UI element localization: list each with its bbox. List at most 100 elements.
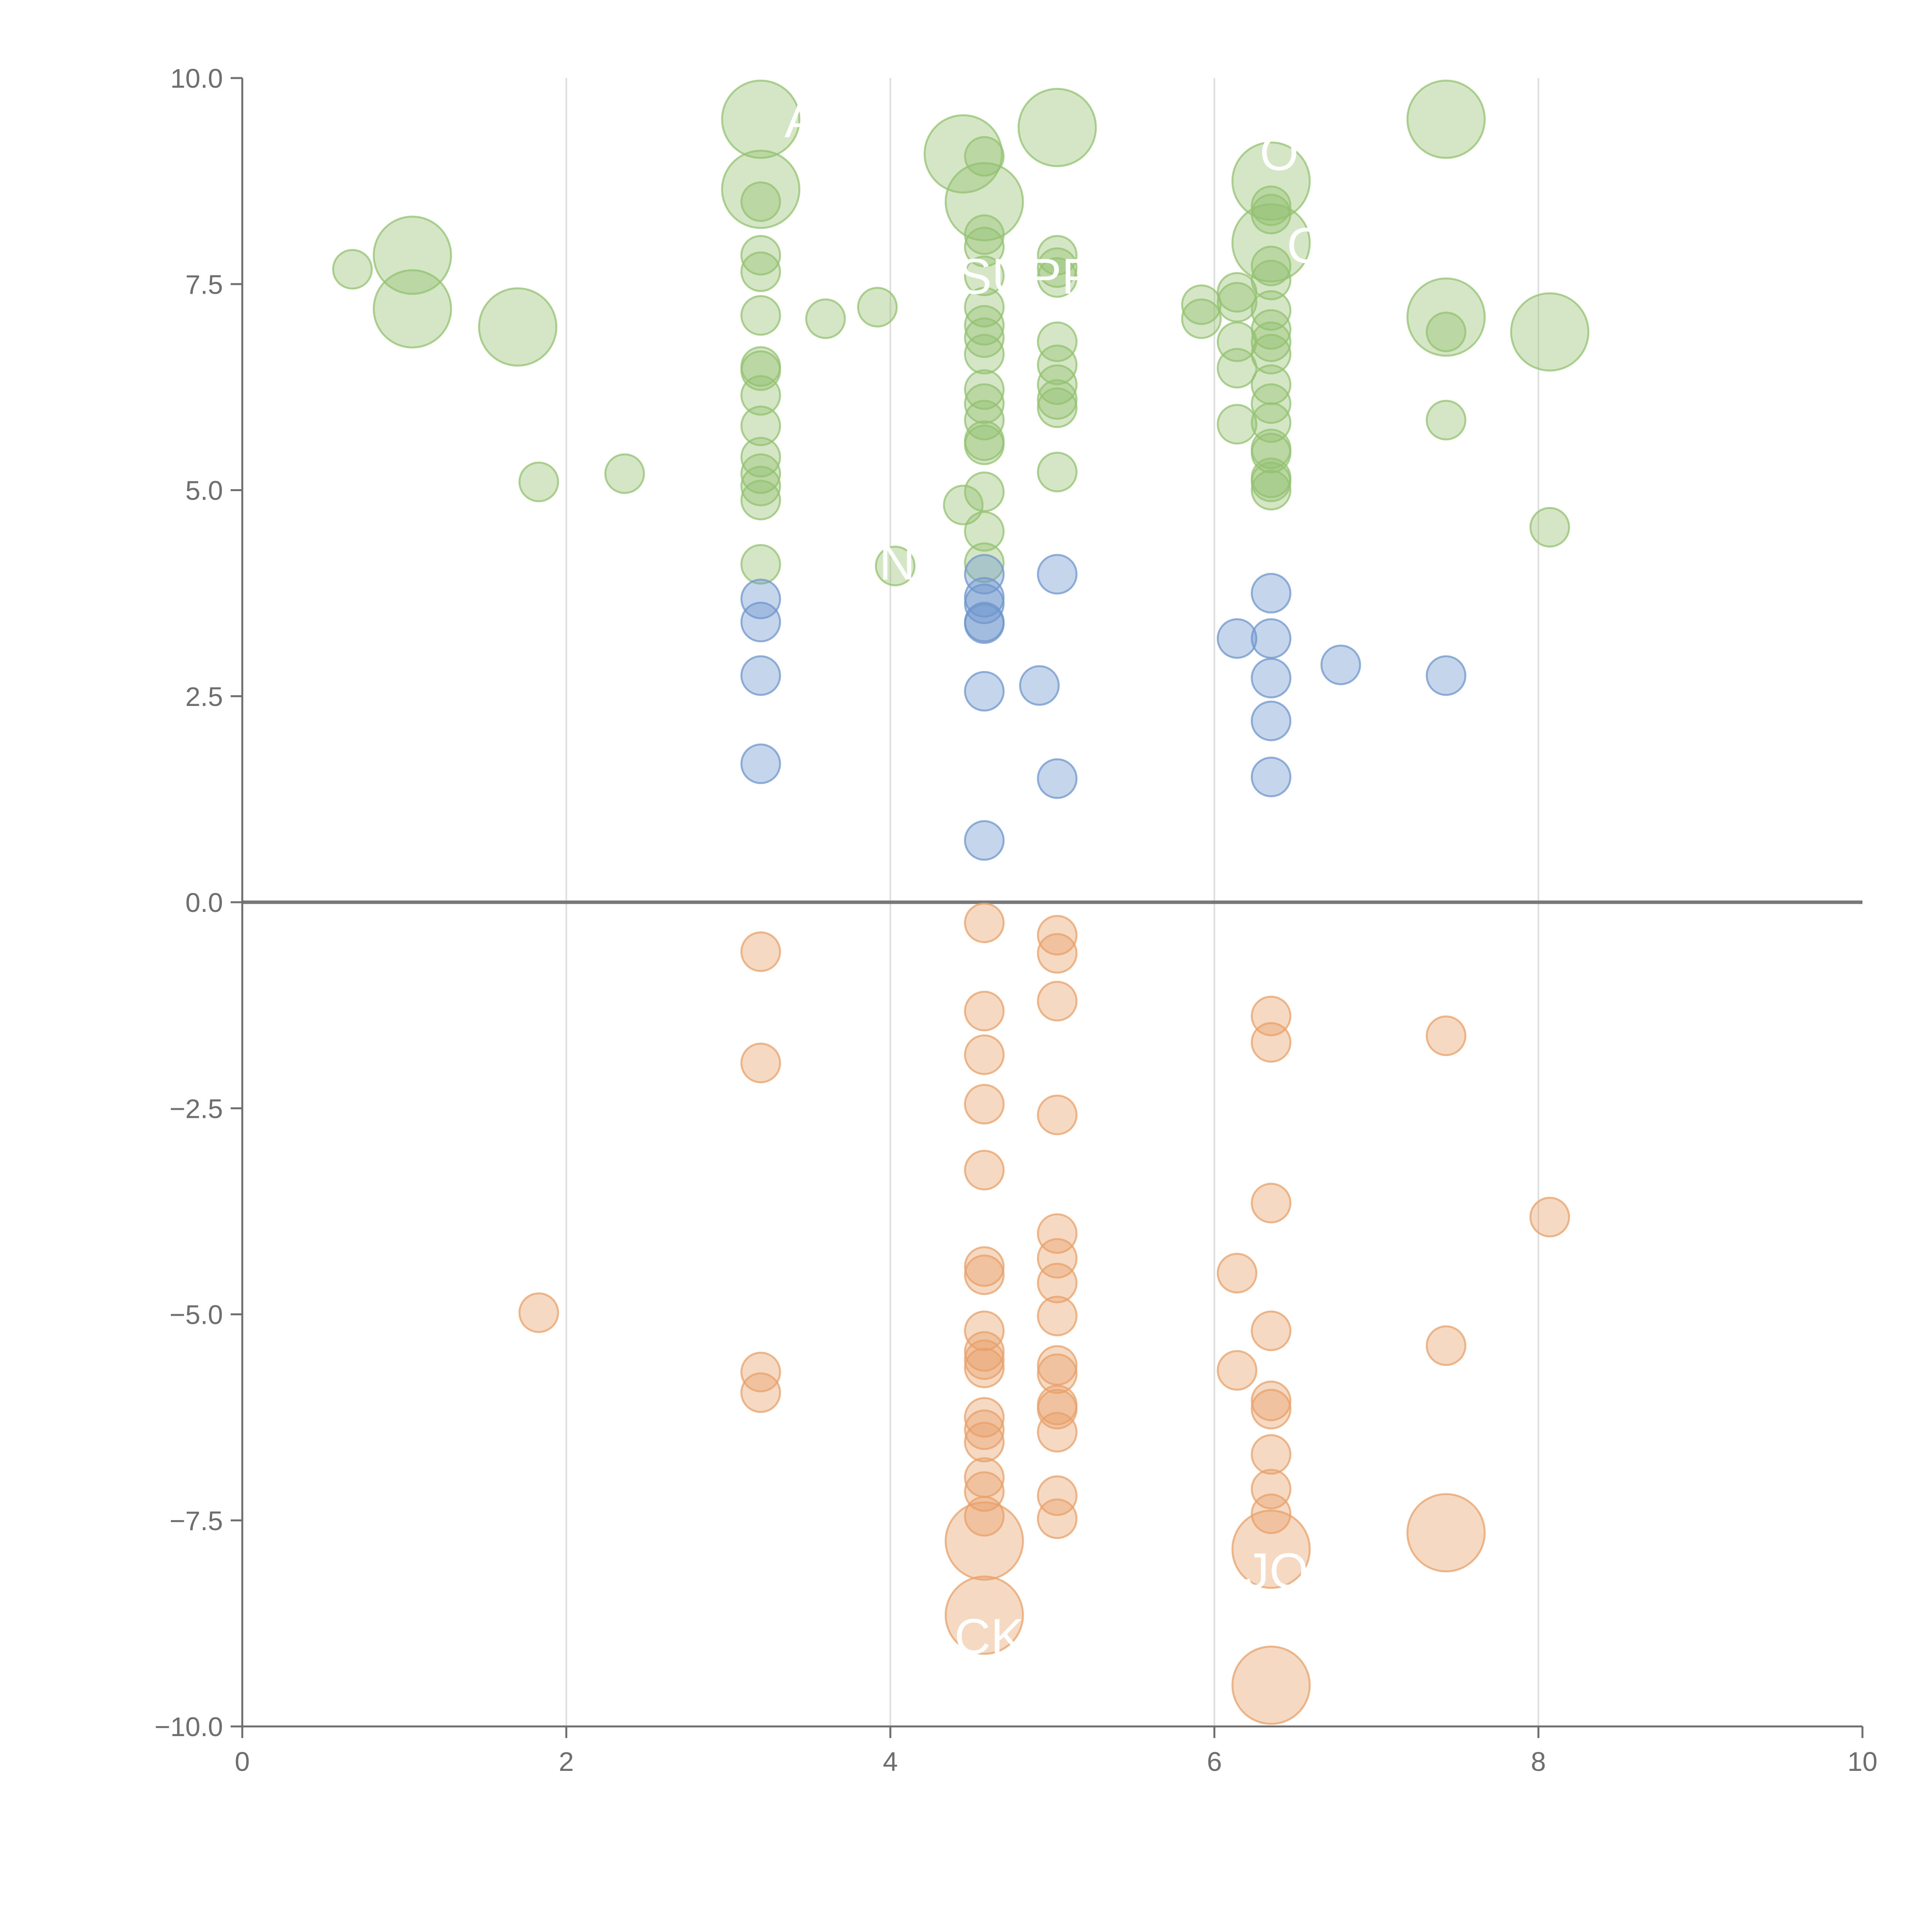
data-point-positive	[923, 114, 1003, 194]
bubble-annotation: C	[1287, 217, 1323, 274]
data-point-mid	[964, 603, 1005, 644]
data-point-mid	[740, 743, 781, 784]
data-point-positive	[740, 405, 781, 446]
y-tick-label: 7.5	[185, 269, 223, 299]
y-tick-label: −2.5	[170, 1094, 223, 1124]
data-point-mid	[1251, 618, 1292, 659]
points-layer	[332, 80, 1590, 1725]
data-point-positive	[1217, 404, 1258, 445]
data-point-positive	[964, 369, 1005, 410]
data-point-positive	[1037, 247, 1078, 288]
x-tick-label: 2	[559, 1747, 574, 1777]
y-tick-label: 0.0	[185, 888, 223, 918]
data-point-positive	[964, 424, 1005, 465]
data-point-positive	[721, 80, 801, 159]
data-point-negative	[964, 1246, 1005, 1287]
axis-layer: 10.0 7.5 5.0 2.5 0.0 −2.5 −5.0 −7.5 −10.0 0 2 4 6 8 10	[155, 63, 1878, 1777]
data-point-positive	[721, 150, 801, 229]
x-tick-label: 6	[1207, 1747, 1222, 1777]
data-point-negative	[1231, 1509, 1311, 1589]
data-point-mid	[740, 578, 781, 619]
data-point-positive	[740, 181, 781, 222]
data-point-mid	[1425, 655, 1466, 696]
data-point-positive	[1251, 461, 1292, 502]
data-point-positive	[740, 235, 781, 276]
data-point-positive	[1217, 348, 1258, 389]
data-point-negative	[1037, 933, 1078, 974]
data-point-mid	[1251, 757, 1292, 798]
data-point-mid	[1037, 758, 1078, 799]
data-point-negative	[964, 1496, 1005, 1537]
data-point-mid	[1037, 554, 1078, 595]
data-point-positive	[964, 255, 1005, 296]
data-point-positive	[1529, 507, 1570, 548]
data-point-positive	[1037, 387, 1078, 428]
data-point-negative	[1251, 1183, 1292, 1224]
data-point-mid	[964, 820, 1005, 861]
data-point-mid	[1217, 618, 1258, 659]
data-point-positive	[1425, 311, 1466, 352]
data-point-negative	[1037, 1412, 1078, 1453]
data-point-negative	[1037, 1213, 1078, 1254]
y-tick-label: −7.5	[170, 1506, 223, 1536]
x-tick-label: 8	[1531, 1747, 1546, 1777]
data-point-positive	[740, 251, 781, 292]
data-point-positive	[857, 287, 898, 328]
data-point-positive	[1251, 194, 1292, 235]
x-tick-label: 10	[1847, 1747, 1878, 1777]
data-point-positive	[964, 511, 1005, 552]
data-point-positive	[944, 162, 1024, 242]
data-point-negative	[740, 931, 781, 972]
data-point-positive	[964, 317, 1005, 358]
data-point-negative	[1251, 1434, 1292, 1475]
data-point-positive	[1251, 309, 1292, 350]
data-point-positive	[332, 249, 373, 290]
y-tick-label: 10.0	[170, 63, 223, 94]
data-point-negative	[944, 1501, 1024, 1581]
data-point-positive	[478, 287, 558, 367]
data-point-positive	[740, 544, 781, 585]
data-point-negative	[1037, 1238, 1078, 1279]
data-point-negative	[1251, 1310, 1292, 1351]
data-point-mid	[1251, 573, 1292, 614]
bubble-annotation: O	[1260, 124, 1299, 181]
bubble-annotation: CK	[954, 1608, 1024, 1665]
y-tick-label: −10.0	[155, 1712, 223, 1742]
data-point-positive	[964, 214, 1005, 255]
data-point-positive	[964, 400, 1005, 440]
data-point-positive	[1251, 260, 1292, 301]
data-point-positive	[964, 226, 1005, 267]
data-point-negative	[1037, 1389, 1078, 1430]
data-point-negative	[1037, 1296, 1078, 1337]
bubble-annotation: A	[784, 92, 818, 148]
data-point-positive	[740, 437, 781, 478]
data-point-negative	[964, 1150, 1005, 1190]
data-point-negative	[964, 1310, 1005, 1351]
y-tick-label: 5.0	[185, 476, 223, 506]
data-point-negative	[964, 1347, 1005, 1388]
data-point-mid	[740, 602, 781, 643]
data-point-negative	[1251, 1380, 1292, 1421]
data-point-positive	[1181, 284, 1222, 325]
data-point-mid	[740, 655, 781, 696]
data-point-negative	[1251, 1493, 1292, 1534]
data-point-positive	[1251, 245, 1292, 286]
data-point-positive	[1510, 292, 1590, 372]
data-point-positive	[1217, 282, 1258, 323]
data-point-negative	[964, 1339, 1005, 1380]
data-point-negative	[1406, 1493, 1486, 1573]
data-point-positive	[1251, 470, 1292, 510]
data-point-negative	[518, 1292, 559, 1333]
data-point-positive	[1037, 379, 1078, 420]
data-point-positive	[740, 480, 781, 520]
label-layer: A SUPP C O N CK JO	[784, 92, 1323, 1665]
data-point-positive	[1037, 235, 1078, 276]
data-point-positive	[372, 269, 452, 349]
data-point-negative	[1037, 1498, 1078, 1539]
data-point-negative	[964, 1397, 1005, 1438]
data-point-negative	[1037, 981, 1078, 1022]
data-point-positive	[1251, 433, 1292, 474]
data-point-negative	[1037, 915, 1078, 956]
data-point-positive	[964, 542, 1005, 583]
